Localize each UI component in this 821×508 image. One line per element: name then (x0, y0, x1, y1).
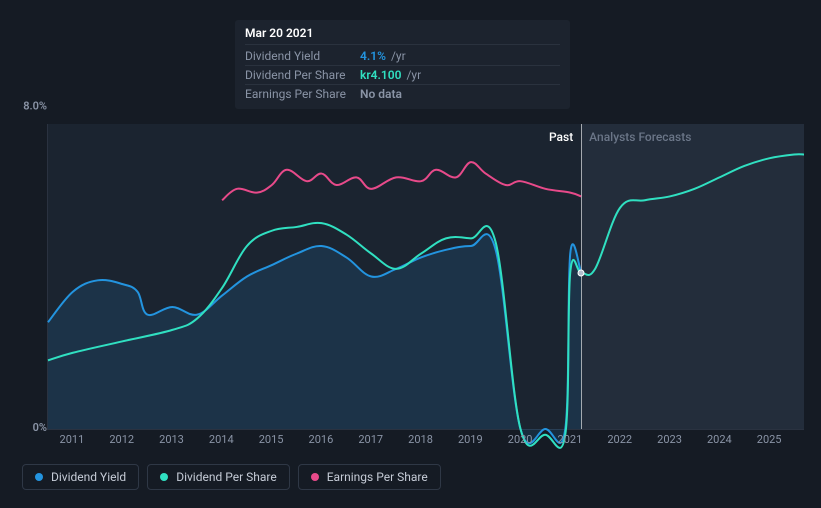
x-tick: 2017 (358, 433, 383, 446)
cursor-line (581, 124, 582, 429)
x-tick: 2019 (458, 433, 483, 446)
x-tick: 2013 (159, 433, 184, 446)
tooltip-row: Earnings Per ShareNo data (245, 85, 560, 103)
legend-label: Dividend Per Share (176, 470, 277, 484)
legend-label: Dividend Yield (51, 470, 126, 484)
x-tick: 2016 (309, 433, 334, 446)
x-tick: 2020 (508, 433, 533, 446)
tooltip-row-value: 4.1% /yr (360, 49, 406, 63)
y-axis-min: 0% (33, 421, 47, 434)
x-tick: 2015 (259, 433, 284, 446)
tooltip-row-label: Earnings Per Share (245, 87, 360, 101)
tooltip-row: Dividend Per Sharekr4.100 /yr (245, 66, 560, 85)
tooltip-date: Mar 20 2021 (245, 26, 560, 45)
y-axis-max: 8.0% (23, 100, 47, 113)
legend-item-earnings-per-share[interactable]: Earnings Per Share (298, 464, 441, 490)
legend-dot (160, 473, 168, 481)
chart-tooltip: Mar 20 2021 Dividend Yield4.1% /yrDivide… (235, 20, 570, 109)
x-axis: 2011 2012 2013 2014 2015 2016 2017 2018 2019 2020… (47, 430, 804, 448)
legend: Dividend Yield Dividend Per Share Earnin… (22, 464, 441, 490)
tooltip-row-label: Dividend Per Share (245, 68, 360, 82)
tooltip-row-value: kr4.100 /yr (360, 68, 421, 82)
tooltip-row: Dividend Yield4.1% /yr (245, 47, 560, 66)
legend-dot (35, 473, 43, 481)
chart-svg (48, 124, 804, 429)
x-tick: 2024 (707, 433, 732, 446)
x-tick: 2022 (607, 433, 632, 446)
legend-item-dividend-yield[interactable]: Dividend Yield (22, 464, 139, 490)
chart-container: 8.0% 0% Past Analysts Forecasts 20112012… (17, 106, 804, 448)
cursor-dot (578, 269, 585, 276)
x-tick: 2023 (657, 433, 682, 446)
x-tick: 2025 (757, 433, 782, 446)
tooltip-row-value: No data (360, 87, 402, 101)
x-tick: 2018 (408, 433, 433, 446)
legend-dot (311, 473, 319, 481)
x-tick: 2012 (109, 433, 134, 446)
tooltip-row-label: Dividend Yield (245, 49, 360, 63)
plot-area[interactable]: Past Analysts Forecasts (47, 124, 804, 430)
legend-label: Earnings Per Share (327, 470, 428, 484)
x-tick: 2011 (60, 433, 85, 446)
x-tick: 2014 (209, 433, 234, 446)
legend-item-dividend-per-share[interactable]: Dividend Per Share (147, 464, 290, 490)
x-tick: 2021 (558, 433, 583, 446)
